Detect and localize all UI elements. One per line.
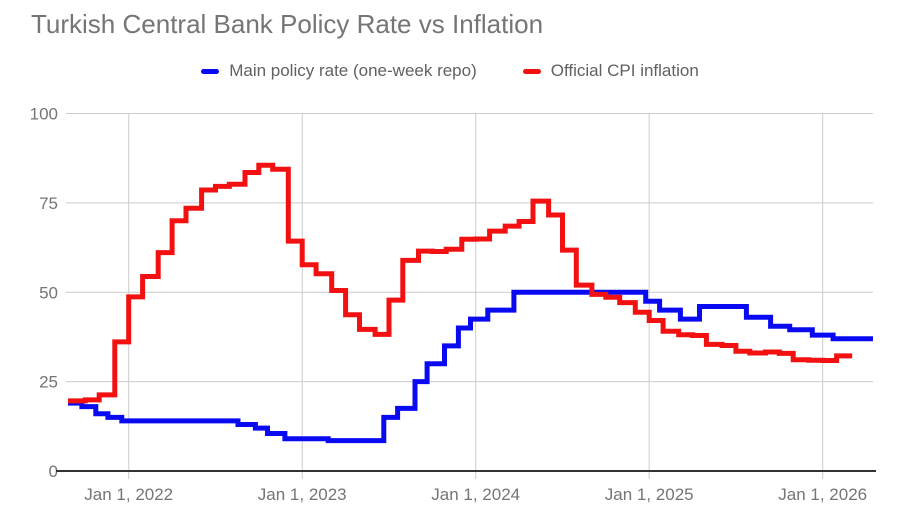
legend-item-policy-rate[interactable]: Main policy rate (one-week repo) bbox=[201, 61, 477, 81]
chart-title: Turkish Central Bank Policy Rate vs Infl… bbox=[31, 9, 544, 39]
x-tick-label: Jan 1, 2023 bbox=[258, 485, 347, 504]
legend-swatch-policy-rate-icon bbox=[201, 68, 220, 74]
series-line-cpi-inflation[interactable] bbox=[68, 162, 853, 404]
y-tick-label: 25 bbox=[39, 373, 58, 392]
y-tick-label: 100 bbox=[30, 105, 58, 124]
y-tick-label: 0 bbox=[49, 462, 58, 481]
x-tick-label: Jan 1, 2022 bbox=[84, 485, 173, 504]
legend-label-cpi-inflation: Official CPI inflation bbox=[550, 61, 699, 80]
y-tick-label: 75 bbox=[39, 194, 58, 213]
legend-item-cpi-inflation[interactable]: Official CPI inflation bbox=[522, 61, 699, 81]
legend-label-policy-rate: Main policy rate (one-week repo) bbox=[229, 61, 477, 80]
y-tick-label: 50 bbox=[39, 283, 58, 302]
legend-swatch-cpi-inflation-icon bbox=[522, 68, 541, 74]
x-tick-label: Jan 1, 2025 bbox=[605, 485, 694, 504]
x-tick-label: Jan 1, 2024 bbox=[431, 485, 520, 504]
legend: Main policy rate (one-week repo) Officia… bbox=[0, 60, 900, 82]
series-line-policy-rate[interactable] bbox=[68, 289, 873, 444]
x-tick-label: Jan 1, 2026 bbox=[778, 485, 867, 504]
